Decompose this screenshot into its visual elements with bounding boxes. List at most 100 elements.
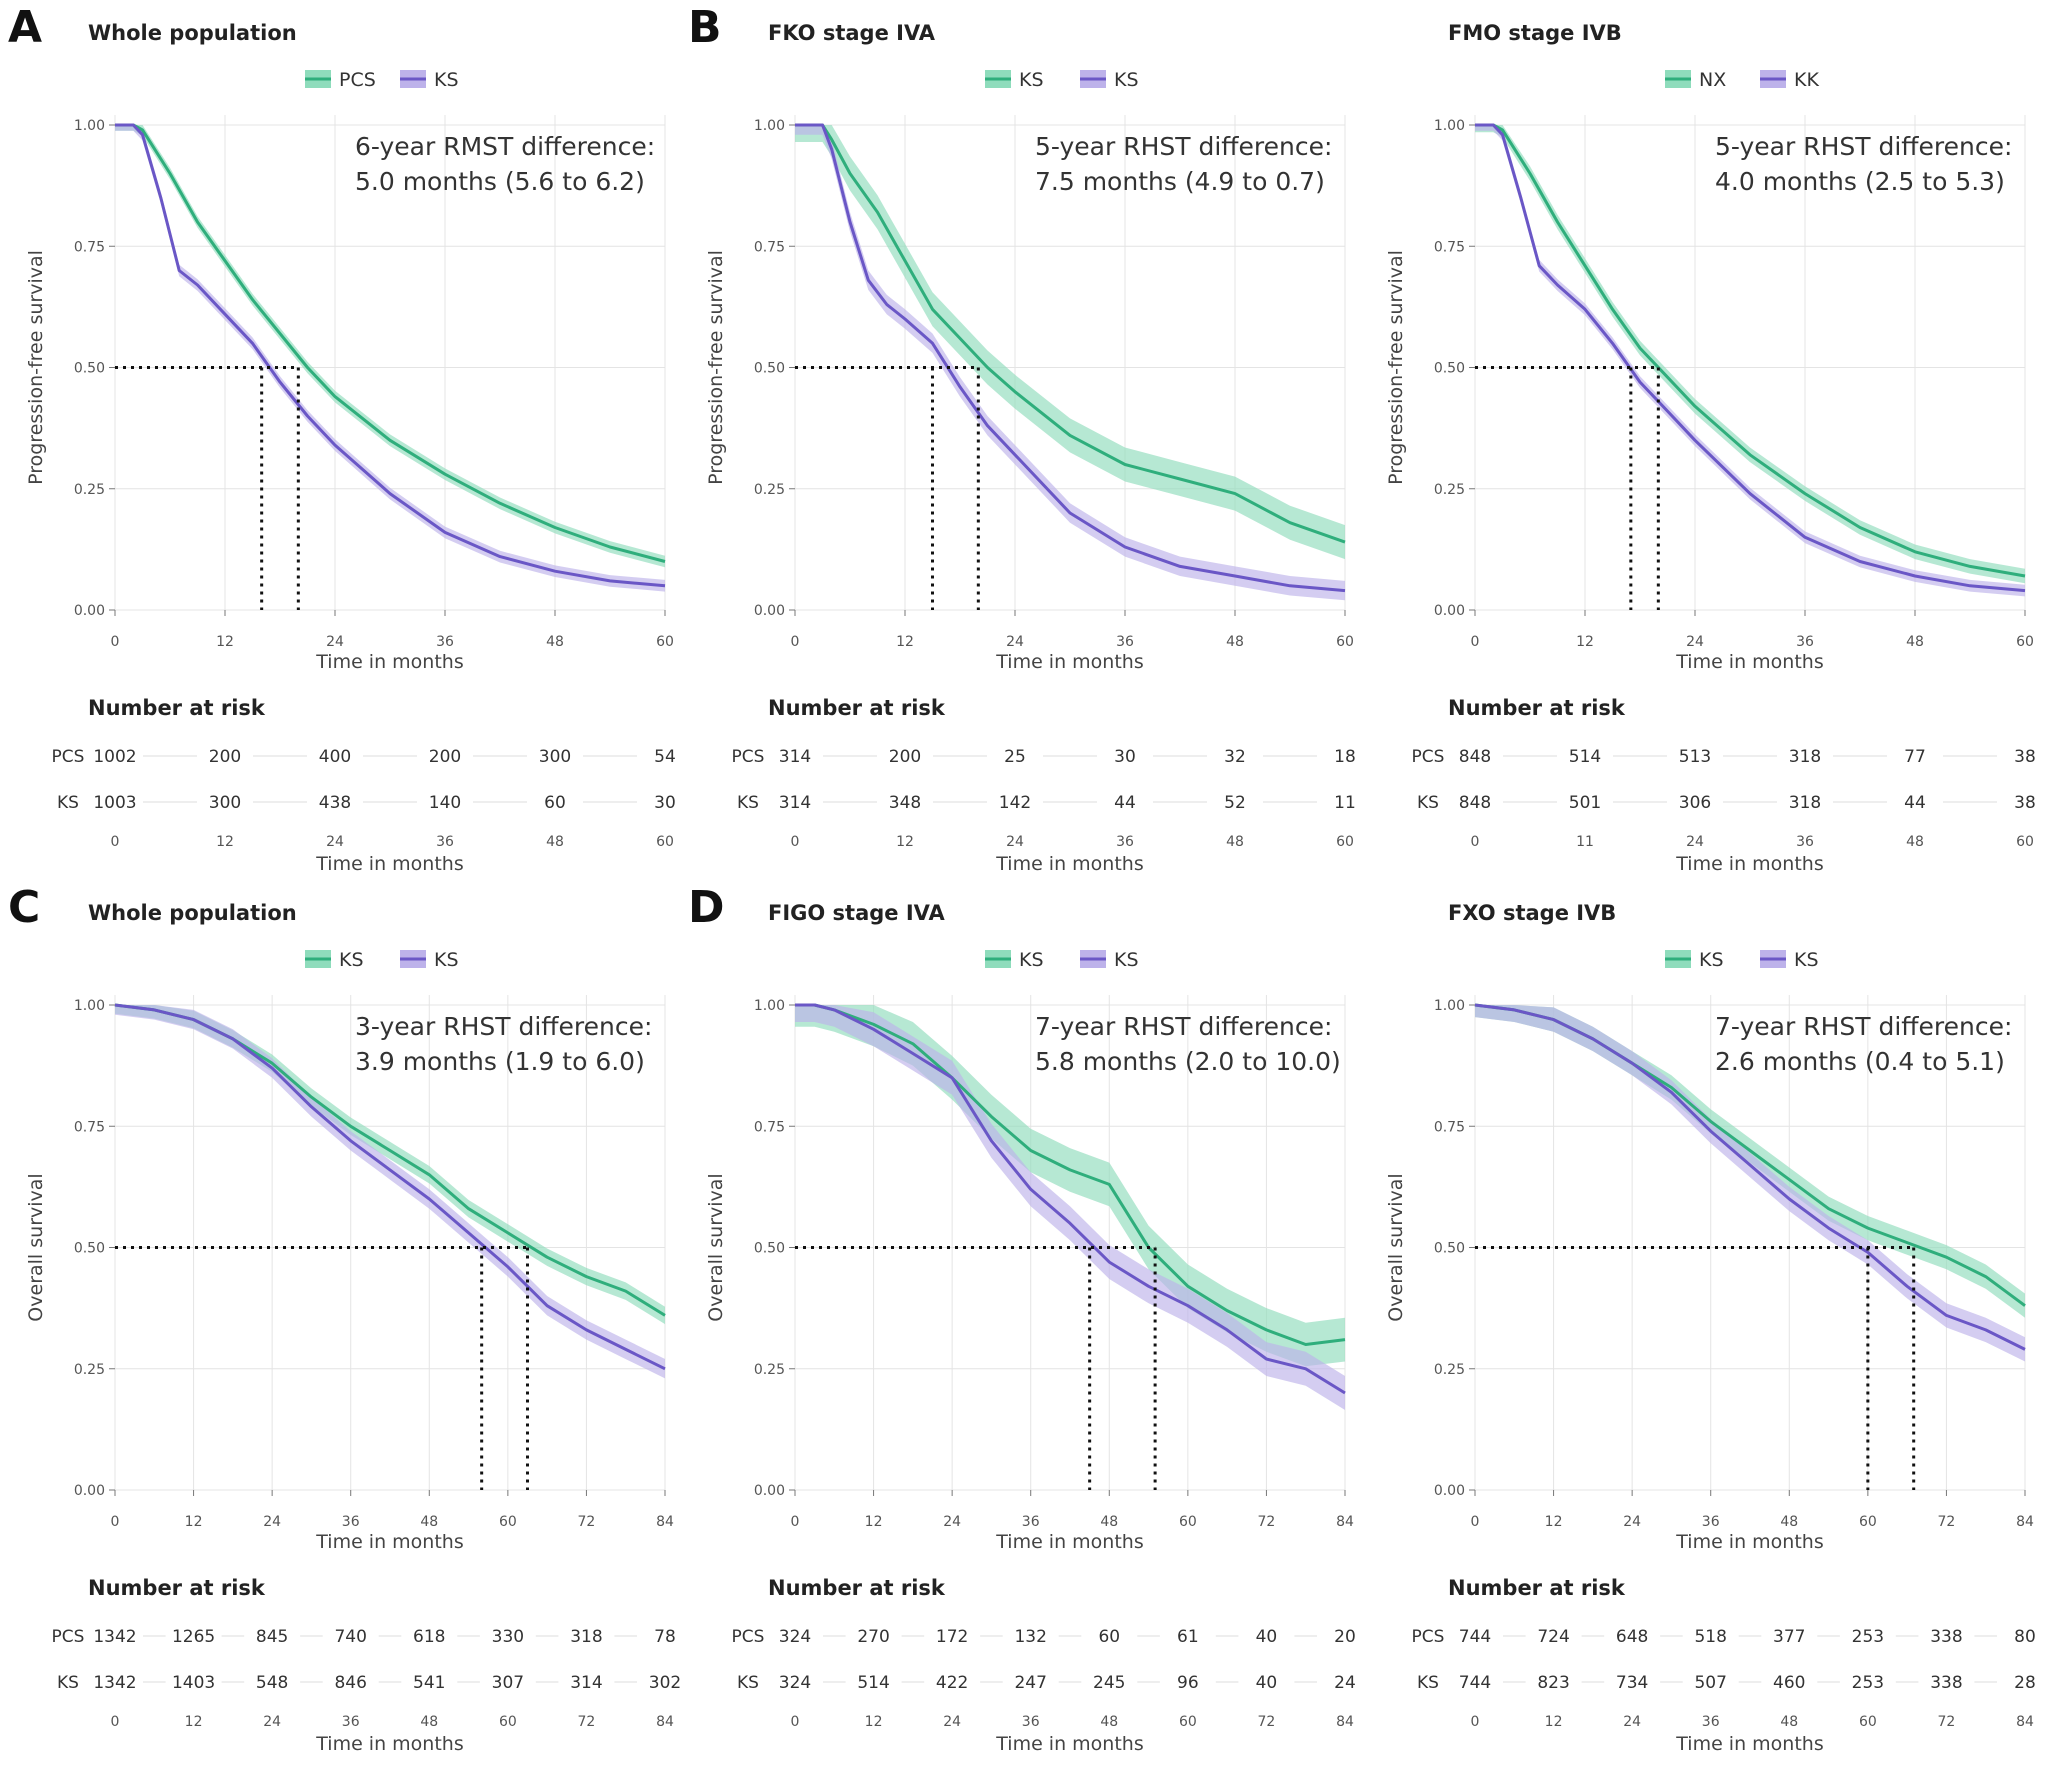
- legend-label: KS: [1019, 69, 1044, 91]
- legend-label: KS: [434, 949, 459, 971]
- risk-row-label: KS: [1417, 1673, 1439, 1693]
- y-tick-label: 0.00: [1434, 603, 1465, 619]
- risk-x-tick-label: 84: [1336, 1714, 1354, 1730]
- x-axis-label: Time in months: [315, 1531, 463, 1553]
- risk-cell: 648: [1616, 1627, 1648, 1647]
- risk-cell: 40: [1256, 1673, 1278, 1693]
- risk-cell: 314: [779, 793, 811, 813]
- risk-cell: 518: [1694, 1627, 1726, 1647]
- risk-table-header: Number at risk: [88, 1576, 266, 1600]
- rmst-annotation-line1: 3-year RHST difference:: [355, 1012, 652, 1041]
- km-chart: D FIGO stage IVA KS KS 0.00 0.25 0.50 0.75 1.00 0…: [688, 882, 1356, 1755]
- x-tick-label: 24: [1623, 1514, 1641, 1530]
- y-tick-label: 0.25: [754, 482, 785, 498]
- legend-label: KK: [1794, 69, 1819, 91]
- series-line-purple: [1475, 123, 2026, 593]
- risk-cell: 438: [319, 793, 351, 813]
- risk-cell: 1342: [93, 1627, 136, 1647]
- x-tick-label: 24: [1006, 634, 1024, 650]
- risk-cell: 38: [2014, 793, 2036, 813]
- chart-title: Whole population: [88, 901, 297, 925]
- risk-cell: 80: [2014, 1627, 2036, 1647]
- risk-cell: 541: [413, 1673, 445, 1693]
- confidence-band-purple: [795, 1005, 1345, 1410]
- risk-x-tick-label: 48: [1100, 1714, 1118, 1730]
- risk-row-label: PCS: [52, 1627, 85, 1647]
- legend-label: KS: [1699, 949, 1724, 971]
- x-tick-label: 72: [1938, 1514, 1956, 1530]
- risk-x-tick-label: 60: [1336, 834, 1354, 850]
- rmst-annotation-line2: 7.5 months (4.9 to 0.7): [1035, 167, 1325, 196]
- risk-cell: 744: [1459, 1627, 1491, 1647]
- series-line-purple: [795, 123, 1346, 593]
- legend-label: KS: [1114, 69, 1139, 91]
- y-tick-label: 0.75: [754, 239, 785, 255]
- legend: PCS KS: [305, 69, 459, 91]
- risk-cell: 306: [1679, 793, 1711, 813]
- risk-x-tick-label: 36: [1116, 834, 1134, 850]
- rmst-annotation-line1: 6-year RMST difference:: [355, 132, 655, 161]
- x-tick-label: 84: [2016, 1514, 2034, 1530]
- risk-cell: 172: [936, 1627, 968, 1647]
- x-tick-label: 84: [656, 1514, 674, 1530]
- risk-row-label: KS: [1417, 793, 1439, 813]
- series-line-purple: [1474, 1003, 2026, 1351]
- x-tick-label: 24: [263, 1514, 281, 1530]
- panel-d-right: FXO stage IVB KS KS 0.00 0.25 0.50 0.75 1.00 0 12…: [1360, 880, 2040, 1760]
- risk-x-tick-label: 36: [436, 834, 454, 850]
- risk-cell: 253: [1852, 1673, 1884, 1693]
- risk-x-tick-label: 0: [111, 834, 120, 850]
- confidence-band-green: [115, 125, 665, 568]
- risk-cell: 54: [654, 747, 676, 767]
- risk-x-tick-label: 24: [1623, 1714, 1641, 1730]
- x-tick-label: 48: [1226, 634, 1244, 650]
- rmst-annotation-line1: 5-year RHST difference:: [1715, 132, 2012, 161]
- risk-cell: 823: [1537, 1673, 1569, 1693]
- km-chart: A Whole population PCS KS 0.00 0.25 0.50 0.75 1.…: [8, 2, 676, 875]
- x-tick-label: 12: [1545, 1514, 1563, 1530]
- risk-x-tick-label: 84: [2016, 1714, 2034, 1730]
- y-axis-label: Overall survival: [25, 1173, 47, 1321]
- risk-x-tick-label: 0: [1471, 1714, 1480, 1730]
- risk-cell: 140: [429, 793, 461, 813]
- x-tick-label: 36: [1702, 1514, 1720, 1530]
- y-tick-label: 0.00: [74, 603, 105, 619]
- panel-a: A Whole population PCS KS 0.00 0.25 0.50 0.75 1.…: [0, 0, 680, 880]
- panel-letter: A: [8, 2, 42, 53]
- rmst-annotation-line1: 7-year RHST difference:: [1035, 1012, 1332, 1041]
- risk-cell: 1265: [172, 1627, 215, 1647]
- risk-cell: 618: [413, 1627, 445, 1647]
- risk-cell: 200: [889, 747, 921, 767]
- risk-cell: 18: [1334, 747, 1356, 767]
- risk-x-tick-label: 11: [1576, 834, 1594, 850]
- x-tick-label: 0: [111, 1514, 120, 1530]
- series-line-purple: [114, 1003, 666, 1371]
- risk-x-tick-label: 60: [656, 834, 674, 850]
- risk-row-label: PCS: [732, 747, 765, 767]
- risk-x-tick-label: 12: [896, 834, 914, 850]
- x-tick-label: 60: [499, 1514, 517, 1530]
- y-tick-label: 0.50: [754, 1241, 785, 1257]
- x-tick-label: 12: [1576, 634, 1594, 650]
- risk-cell: 740: [334, 1627, 366, 1647]
- y-tick-label: 1.00: [754, 998, 785, 1014]
- chart-title: FKO stage IVA: [768, 21, 936, 45]
- risk-cell: 314: [779, 747, 811, 767]
- panel-letter: B: [688, 2, 722, 53]
- rmst-annotation-line2: 3.9 months (1.9 to 6.0): [355, 1047, 645, 1076]
- risk-cell: 1342: [93, 1673, 136, 1693]
- x-axis-label: Time in months: [1675, 651, 1823, 673]
- risk-x-tick-label: 24: [326, 834, 344, 850]
- chart-title: FMO stage IVB: [1448, 21, 1622, 45]
- x-tick-label: 60: [1179, 1514, 1197, 1530]
- y-tick-label: 0.75: [74, 1119, 105, 1135]
- x-tick-label: 12: [896, 634, 914, 650]
- x-tick-label: 12: [865, 1514, 883, 1530]
- x-tick-label: 0: [791, 1514, 800, 1530]
- risk-x-tick-label: 0: [111, 1714, 120, 1730]
- risk-cell: 314: [570, 1673, 602, 1693]
- risk-cell: 200: [429, 747, 461, 767]
- legend: KS KS: [985, 69, 1139, 91]
- y-axis-label: Progression-free survival: [705, 250, 727, 485]
- risk-table-header: Number at risk: [1448, 1576, 1626, 1600]
